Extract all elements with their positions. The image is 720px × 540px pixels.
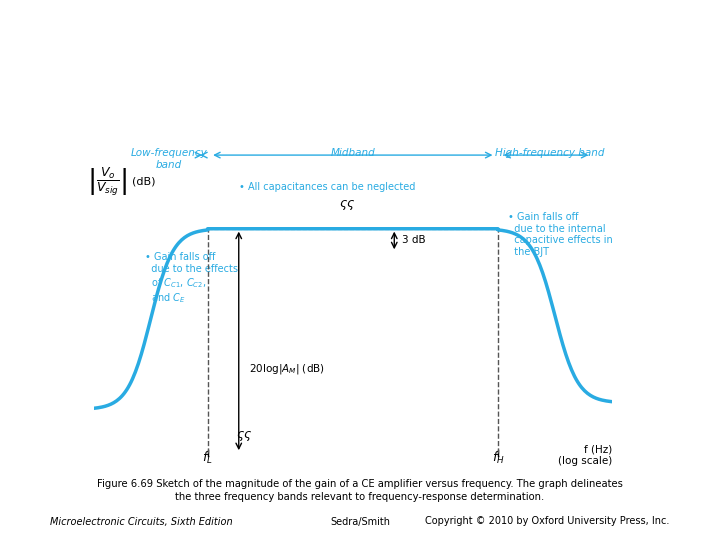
Text: Copyright © 2010 by Oxford University Press, Inc.: Copyright © 2010 by Oxford University Pr… [426, 516, 670, 526]
Text: Microelectronic Circuits, Sixth Edition: Microelectronic Circuits, Sixth Edition [50, 516, 233, 526]
Text: • Gain falls off
  due to the internal
  capacitive effects in
  the BJT: • Gain falls off due to the internal cap… [508, 212, 613, 257]
Text: $\varsigma\varsigma$: $\varsigma\varsigma$ [235, 429, 252, 443]
Text: $f_L$: $f_L$ [202, 450, 213, 467]
Text: Figure 6.69 Sketch of the magnitude of the gain of a CE amplifier versus frequen: Figure 6.69 Sketch of the magnitude of t… [97, 478, 623, 489]
Text: $20\log|A_M|$ (dB): $20\log|A_M|$ (dB) [249, 362, 325, 376]
Text: Midband: Midband [330, 148, 375, 158]
Text: (dB): (dB) [132, 177, 156, 187]
Text: the three frequency bands relevant to frequency-response determination.: the three frequency bands relevant to fr… [176, 492, 544, 502]
Text: $f_H$: $f_H$ [492, 450, 504, 467]
Text: Low-frequency
band: Low-frequency band [130, 148, 207, 170]
Text: • All capacitances can be neglected: • All capacitances can be neglected [239, 182, 415, 192]
Text: • Gain falls off
  due to the effects
  of $C_{C1}$, $C_{C2}$,
  and $C_E$: • Gain falls off due to the effects of $… [145, 252, 238, 306]
Text: $\varsigma\varsigma$: $\varsigma\varsigma$ [339, 198, 356, 212]
Text: f (Hz)
(log scale): f (Hz) (log scale) [558, 445, 612, 467]
Text: 3 dB: 3 dB [402, 235, 426, 246]
Text: Sedra/Smith: Sedra/Smith [330, 516, 390, 526]
Text: $\left|\dfrac{V_o}{V_{sig}}\right|$: $\left|\dfrac{V_o}{V_{sig}}\right|$ [86, 166, 127, 198]
Text: High-frequency band: High-frequency band [495, 148, 605, 158]
